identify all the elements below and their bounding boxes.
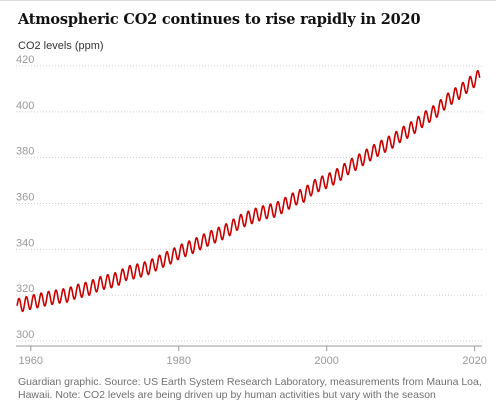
series-layer [16,70,481,313]
y-tick-label-340: 340 [16,237,34,249]
x-tick-label-2020: 2020 [462,355,486,367]
x-tick-label-2000: 2000 [314,355,338,367]
y-tick-label-400: 400 [16,100,34,112]
y-tick-label-360: 360 [16,192,34,204]
y-tick-label-320: 320 [16,283,34,295]
x-axis: 1960 1980 2000 2020 [16,345,487,367]
y-axis-label: CO2 levels (ppm) [18,40,104,52]
source-footnote: Guardian graphic. Source: US Earth Syste… [18,376,482,401]
y-tick-label-300: 300 [16,329,34,341]
top-rule [0,0,496,1]
y-tick-label-420: 420 [16,54,34,66]
gridlines [16,65,482,342]
co2-series-line-0 [16,70,481,313]
y-tick-label-380: 380 [16,146,34,158]
x-tick-label-1960: 1960 [19,355,43,367]
y-tick-labels: 300 320 340 360 380 400 420 [16,54,34,341]
x-tick-label-1980: 1980 [166,355,190,367]
chart-title: Atmospheric CO2 continues to rise rapidl… [18,11,421,28]
